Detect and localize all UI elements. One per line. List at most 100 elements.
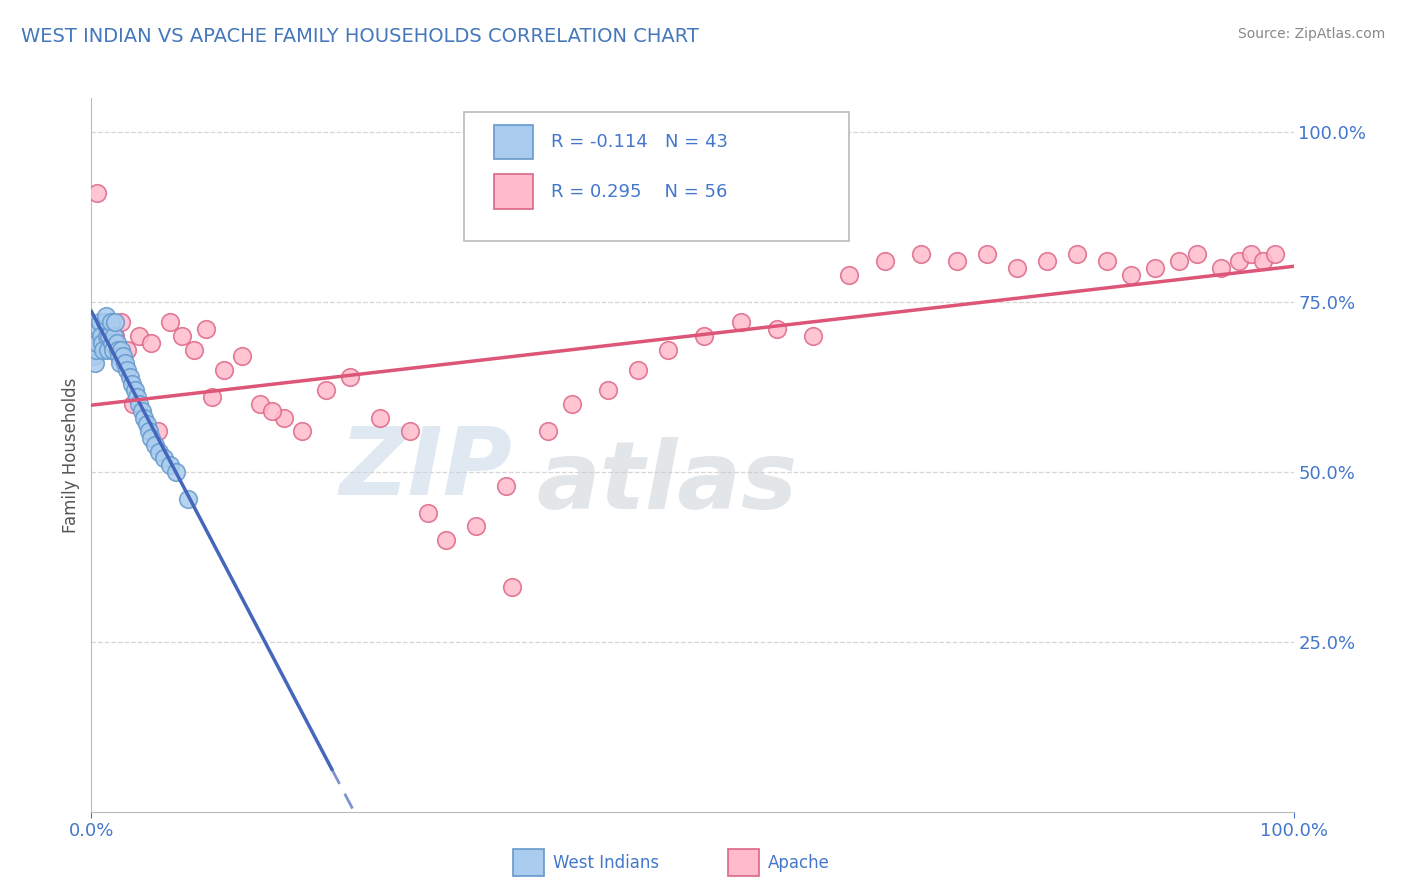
Point: [249, 397, 271, 411]
Point: [434, 533, 457, 547]
Point: [97, 343, 120, 357]
Point: [98, 335, 121, 350]
Text: Source: ZipAtlas.com: Source: ZipAtlas.com: [1237, 27, 1385, 41]
Point: [1095, 254, 1118, 268]
Point: [93, 343, 115, 357]
Point: [117, 343, 139, 357]
Point: [1066, 247, 1088, 261]
Point: [1168, 254, 1191, 268]
FancyBboxPatch shape: [494, 125, 533, 159]
Point: [83, 350, 105, 364]
Point: [339, 369, 361, 384]
Point: [1121, 268, 1143, 282]
Point: [495, 478, 517, 492]
Point: [873, 254, 896, 268]
Point: [122, 397, 145, 411]
Point: [212, 363, 235, 377]
Point: [94, 309, 117, 323]
Point: [131, 403, 153, 417]
Point: [315, 384, 337, 398]
Point: [91, 335, 114, 350]
Point: [110, 343, 132, 357]
Point: [1036, 254, 1059, 268]
Point: [117, 363, 139, 377]
Point: [121, 376, 143, 391]
Point: [561, 397, 583, 411]
Point: [194, 322, 217, 336]
Point: [103, 329, 125, 343]
Point: [125, 390, 148, 404]
Point: [159, 315, 181, 329]
Point: [111, 350, 134, 364]
Point: [101, 343, 124, 357]
Point: [96, 329, 118, 343]
Point: [128, 329, 150, 343]
Point: [146, 424, 169, 438]
Point: [104, 315, 127, 329]
Point: [143, 438, 166, 452]
Point: [90, 329, 112, 343]
Point: [1144, 260, 1167, 275]
Point: [138, 424, 160, 438]
Point: [86, 335, 108, 350]
Point: [291, 424, 314, 438]
FancyBboxPatch shape: [494, 175, 533, 209]
Point: [110, 315, 132, 329]
Point: [89, 315, 111, 329]
Point: [399, 424, 422, 438]
Text: West Indians: West Indians: [553, 854, 658, 871]
FancyBboxPatch shape: [464, 112, 849, 241]
Point: [148, 444, 170, 458]
Text: R = -0.114   N = 43: R = -0.114 N = 43: [551, 133, 727, 151]
Point: [98, 329, 121, 343]
Point: [84, 356, 107, 370]
Point: [84, 343, 107, 357]
Point: [1264, 247, 1286, 261]
Point: [108, 350, 131, 364]
Point: [465, 519, 488, 533]
Point: [1211, 260, 1233, 275]
Text: Apache: Apache: [768, 854, 830, 871]
Point: [110, 356, 132, 370]
Point: [165, 465, 187, 479]
Point: [260, 403, 283, 417]
Point: [368, 410, 391, 425]
Point: [1240, 247, 1263, 261]
Text: WEST INDIAN VS APACHE FAMILY HOUSEHOLDS CORRELATION CHART: WEST INDIAN VS APACHE FAMILY HOUSEHOLDS …: [21, 27, 699, 45]
Point: [183, 343, 205, 357]
Point: [104, 329, 127, 343]
Point: [730, 315, 752, 329]
Point: [93, 315, 115, 329]
Point: [273, 410, 295, 425]
Point: [124, 384, 146, 398]
Point: [838, 268, 860, 282]
Point: [627, 363, 650, 377]
Point: [100, 315, 122, 329]
Point: [231, 350, 253, 364]
Point: [176, 492, 198, 507]
Point: [765, 322, 787, 336]
Point: [537, 424, 560, 438]
Point: [87, 322, 110, 336]
Text: R = 0.295    N = 56: R = 0.295 N = 56: [551, 183, 727, 201]
Point: [86, 186, 108, 201]
Point: [1005, 260, 1028, 275]
Point: [976, 247, 998, 261]
Point: [801, 329, 824, 343]
Point: [152, 451, 174, 466]
Point: [910, 247, 932, 261]
Text: ZIP: ZIP: [339, 423, 512, 516]
Point: [128, 397, 150, 411]
Text: atlas: atlas: [536, 437, 797, 530]
Point: [598, 384, 620, 398]
Point: [101, 335, 124, 350]
Point: [118, 369, 141, 384]
Point: [416, 506, 439, 520]
Point: [201, 390, 224, 404]
Point: [141, 431, 163, 445]
Point: [105, 335, 128, 350]
Point: [501, 581, 523, 595]
Point: [134, 410, 156, 425]
Point: [1229, 254, 1251, 268]
Point: [657, 343, 679, 357]
